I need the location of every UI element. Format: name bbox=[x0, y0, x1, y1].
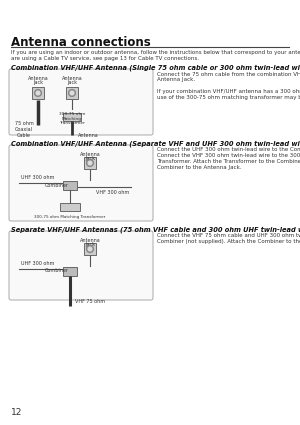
Circle shape bbox=[87, 160, 93, 167]
FancyBboxPatch shape bbox=[63, 266, 77, 275]
Circle shape bbox=[34, 90, 41, 96]
Text: 300-75 ohm Matching Transformer: 300-75 ohm Matching Transformer bbox=[34, 215, 106, 219]
FancyBboxPatch shape bbox=[9, 69, 153, 135]
Text: 300-75 ohm
Matching
Transformer: 300-75 ohm Matching Transformer bbox=[59, 112, 85, 125]
Text: Jack: Jack bbox=[33, 80, 43, 85]
Text: Antenna: Antenna bbox=[78, 133, 99, 138]
Text: Antenna: Antenna bbox=[61, 76, 82, 81]
Circle shape bbox=[70, 91, 74, 95]
Circle shape bbox=[36, 91, 40, 95]
FancyBboxPatch shape bbox=[85, 157, 95, 169]
Text: Combiner: Combiner bbox=[45, 182, 69, 187]
Text: UHF 300 ohm: UHF 300 ohm bbox=[21, 175, 54, 180]
FancyBboxPatch shape bbox=[63, 181, 77, 190]
Text: Combiner: Combiner bbox=[45, 269, 69, 274]
Text: Antenna: Antenna bbox=[80, 152, 100, 157]
FancyBboxPatch shape bbox=[9, 145, 153, 221]
Text: Antenna: Antenna bbox=[28, 76, 48, 81]
Text: VHF 75 ohm: VHF 75 ohm bbox=[75, 299, 105, 304]
FancyBboxPatch shape bbox=[85, 243, 95, 255]
Circle shape bbox=[69, 90, 75, 96]
Text: Connect the 75 ohm cable from the combination VHF/UHF antenna to the
Antenna Jac: Connect the 75 ohm cable from the combin… bbox=[157, 71, 300, 100]
Text: If you are using an indoor or outdoor antenna, follow the instructions below tha: If you are using an indoor or outdoor an… bbox=[11, 50, 300, 61]
Text: 12: 12 bbox=[11, 408, 22, 417]
Text: Combination VHF/UHF Antenna (Separate VHF and UHF 300 ohm twin-lead wires): Combination VHF/UHF Antenna (Separate VH… bbox=[11, 140, 300, 147]
Text: Connect the VHF 75 ohm cable and UHF 300 ohm twin-lead wire to the
Combiner (not: Connect the VHF 75 ohm cable and UHF 300… bbox=[157, 233, 300, 244]
Text: Separate VHF/UHF Antennas (75 ohm VHF cable and 300 ohm UHF twin-lead wires): Separate VHF/UHF Antennas (75 ohm VHF ca… bbox=[11, 226, 300, 232]
Text: Connect the UHF 300 ohm twin-lead wire to the Combiner (not supplied).
Connect t: Connect the UHF 300 ohm twin-lead wire t… bbox=[157, 147, 300, 170]
FancyBboxPatch shape bbox=[9, 231, 153, 300]
FancyBboxPatch shape bbox=[60, 203, 80, 211]
Text: 75 ohm
Coaxial
Cable: 75 ohm Coaxial Cable bbox=[15, 121, 33, 138]
FancyBboxPatch shape bbox=[67, 87, 77, 99]
Text: Jack: Jack bbox=[85, 242, 95, 247]
Text: Antenna connections: Antenna connections bbox=[11, 36, 151, 49]
Text: Jack: Jack bbox=[67, 80, 77, 85]
Circle shape bbox=[88, 161, 92, 165]
Circle shape bbox=[88, 247, 92, 251]
Circle shape bbox=[87, 246, 93, 252]
Text: Combination VHF/UHF Antenna (Single 75 ohm cable or 300 ohm twin-lead wire): Combination VHF/UHF Antenna (Single 75 o… bbox=[11, 64, 300, 71]
FancyBboxPatch shape bbox=[32, 87, 44, 99]
Text: VHF 300 ohm: VHF 300 ohm bbox=[96, 190, 129, 195]
Text: Jack: Jack bbox=[85, 156, 95, 161]
Text: Antenna: Antenna bbox=[80, 238, 100, 243]
Text: UHF 300 ohm: UHF 300 ohm bbox=[21, 261, 54, 266]
FancyBboxPatch shape bbox=[63, 113, 81, 121]
